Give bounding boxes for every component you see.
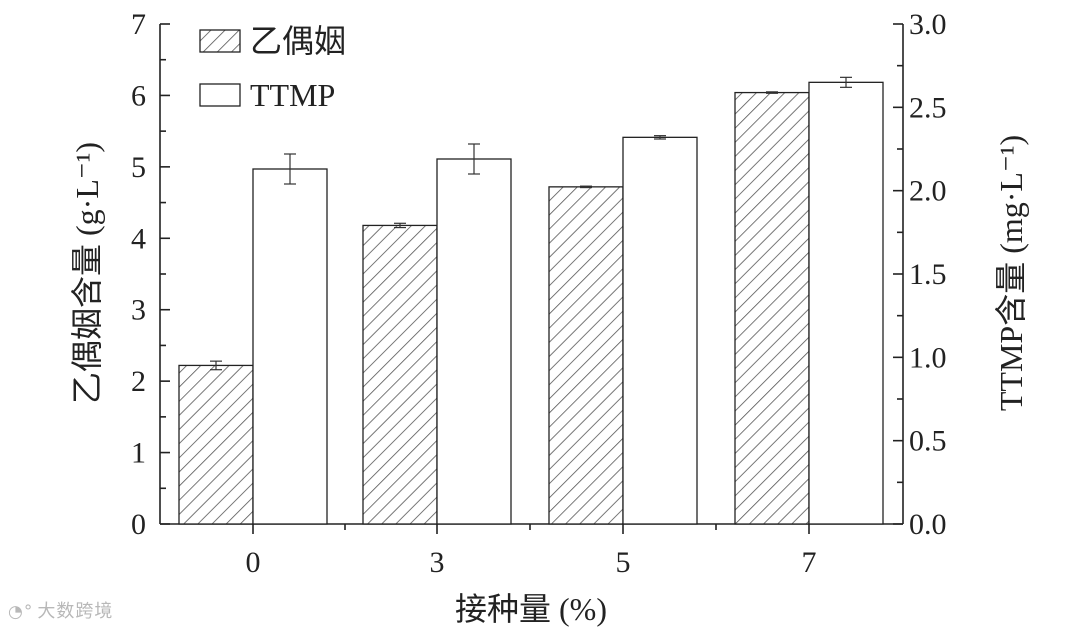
left-tick-label: 5	[131, 151, 146, 184]
watermark: ◔° 大数跨境	[8, 597, 113, 623]
error-bar	[284, 153, 296, 185]
legend: 乙偶姻 TTMP	[199, 23, 346, 113]
bar-acetoin	[178, 364, 254, 525]
left-tick-label: 6	[131, 79, 146, 112]
bar-ttmp	[622, 136, 698, 525]
left-tick-label: 1	[131, 437, 146, 470]
x-tick-label: 5	[616, 546, 631, 579]
bar-ttmp	[436, 158, 512, 525]
bar-ttmp	[808, 81, 884, 525]
error-bar	[210, 360, 222, 371]
bar-acetoin	[362, 224, 438, 525]
axis-titles: 乙偶姻含量 (g·L⁻¹) TTMP含量 (mg·L⁻¹) 接种量 (%)	[69, 135, 1029, 627]
x-tick-label: 0	[246, 546, 261, 579]
axes: 0 1 2 3 4 5 6 7 0.0 0.5 1.0 1.5 2.0 2.5 3.0 0 3 5 7	[131, 8, 947, 579]
error-bar	[840, 76, 852, 88]
right-tick-label: 2.0	[909, 175, 947, 208]
y-axis-title-right: TTMP含量 (mg·L⁻¹)	[993, 135, 1029, 411]
left-tick-label: 2	[131, 365, 146, 398]
error-bar	[394, 222, 406, 229]
bars	[178, 76, 884, 525]
left-tick-label: 4	[131, 222, 146, 255]
right-tick-label: 1.0	[909, 341, 947, 374]
x-tick-label: 3	[430, 546, 445, 579]
x-tick-label: 7	[802, 546, 817, 579]
right-tick-label: 3.0	[909, 8, 947, 41]
y-axis-title-left: 乙偶姻含量 (g·L⁻¹)	[69, 142, 105, 404]
error-bar	[468, 143, 480, 175]
legend-label-ttmp: TTMP	[250, 77, 335, 113]
error-bar	[580, 185, 592, 189]
legend-swatch-acetoin	[199, 29, 241, 53]
legend-swatch-ttmp	[199, 83, 241, 107]
bar-acetoin	[548, 186, 624, 525]
right-tick-label: 2.5	[909, 91, 947, 124]
weibo-icon: ◔°	[8, 602, 34, 622]
bar-ttmp	[252, 168, 328, 525]
legend-label-acetoin: 乙偶姻	[250, 23, 346, 59]
error-bar	[654, 135, 666, 140]
left-tick-label: 3	[131, 294, 146, 327]
watermark-text: 大数跨境	[37, 601, 114, 622]
right-tick-label: 0.0	[909, 508, 947, 541]
bar-acetoin	[734, 91, 810, 525]
left-tick-label: 7	[131, 8, 146, 41]
left-tick-label: 0	[131, 508, 146, 541]
x-axis-title: 接种量 (%)	[455, 591, 607, 627]
error-bar	[766, 91, 778, 94]
right-tick-label: 1.5	[909, 258, 947, 291]
right-tick-label: 0.5	[909, 425, 947, 458]
